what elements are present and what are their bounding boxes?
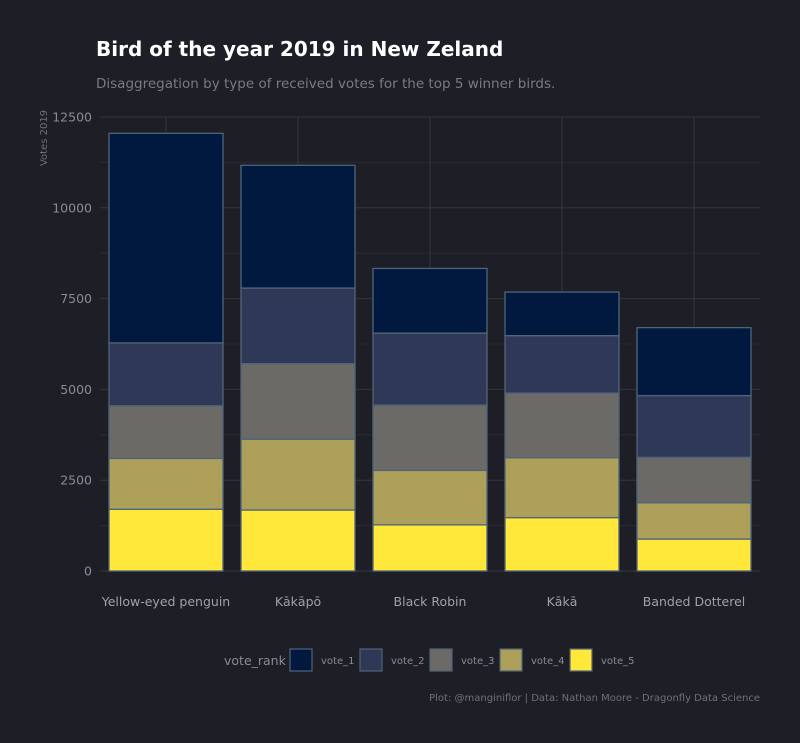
y-axis-ticks: 0 2500 5000 7500 10000 12500 (52, 110, 92, 579)
legend-label: vote_3 (461, 656, 494, 667)
x-axis-ticks: Yellow-eyed penguin Kākāpō Black Robin Kākā… (101, 594, 745, 609)
legend-swatch-vote_2 (359, 648, 383, 672)
bar-segment-vote_3 (372, 404, 488, 472)
bar-segment-vote_5 (504, 516, 620, 572)
bar-segment-vote_3 (240, 362, 356, 440)
legend-label: vote_2 (391, 656, 424, 667)
legend-swatch-vote_4 (499, 648, 523, 672)
legend: vote_rank vote_1 vote_2 vote_3 vote_4 vote_5 (224, 648, 634, 672)
y-tick-label: 2500 (60, 473, 92, 488)
x-tick-label: Black Robin (394, 594, 467, 609)
bar-segment-vote_5 (240, 509, 356, 572)
bar-segment-vote_3 (636, 456, 752, 504)
bar-segment-vote_4 (372, 469, 488, 526)
x-tick-label: Banded Dotterel (643, 594, 745, 609)
legend-label: vote_1 (321, 656, 354, 667)
bar-segment-vote_1 (108, 132, 224, 344)
y-tick-label: 5000 (60, 382, 92, 397)
bar-segment-vote_2 (108, 342, 224, 407)
legend-swatch-vote_3 (429, 648, 453, 672)
bar-segment-vote_2 (372, 332, 488, 406)
y-tick-label: 7500 (60, 291, 92, 306)
chart-title: Bird of the year 2019 in New Zeland (96, 37, 503, 61)
bar-segment-vote_4 (108, 457, 224, 510)
bar-segment-vote_5 (372, 524, 488, 572)
bar-segment-vote_1 (372, 267, 488, 334)
legend-title: vote_rank (224, 653, 287, 668)
bar-segment-vote_2 (504, 334, 620, 394)
x-tick-label: Yellow-eyed penguin (101, 594, 230, 609)
bar-segment-vote_4 (636, 502, 752, 540)
bar-segment-vote_3 (504, 392, 620, 459)
bar-segment-vote_1 (240, 164, 356, 289)
chart-caption: Plot: @manginiflor | Data: Nathan Moore … (429, 693, 760, 704)
bar-segment-vote_2 (636, 394, 752, 458)
x-tick-label: Kākā (547, 594, 578, 609)
bar-segment-vote_4 (240, 438, 356, 511)
bar-segment-vote_4 (504, 457, 620, 519)
y-tick-label: 10000 (52, 200, 92, 215)
legend-label: vote_4 (531, 656, 564, 667)
bar-segment-vote_5 (108, 508, 224, 572)
legend-swatch-vote_5 (569, 648, 593, 672)
legend-swatch-vote_1 (289, 648, 313, 672)
legend-label: vote_5 (601, 656, 634, 667)
x-tick-label: Kākāpō (275, 594, 321, 609)
chart-subtitle: Disaggregation by type of received votes… (96, 76, 555, 92)
bar-segment-vote_5 (636, 538, 752, 572)
y-axis-label: Votes 2019 (39, 110, 50, 166)
bars (108, 132, 752, 572)
bar-segment-vote_2 (240, 287, 356, 365)
bar-segment-vote_1 (504, 291, 620, 337)
y-tick-label: 12500 (52, 110, 92, 125)
bar-segment-vote_1 (636, 327, 752, 397)
y-tick-label: 0 (84, 564, 92, 579)
bar-segment-vote_3 (108, 405, 224, 460)
